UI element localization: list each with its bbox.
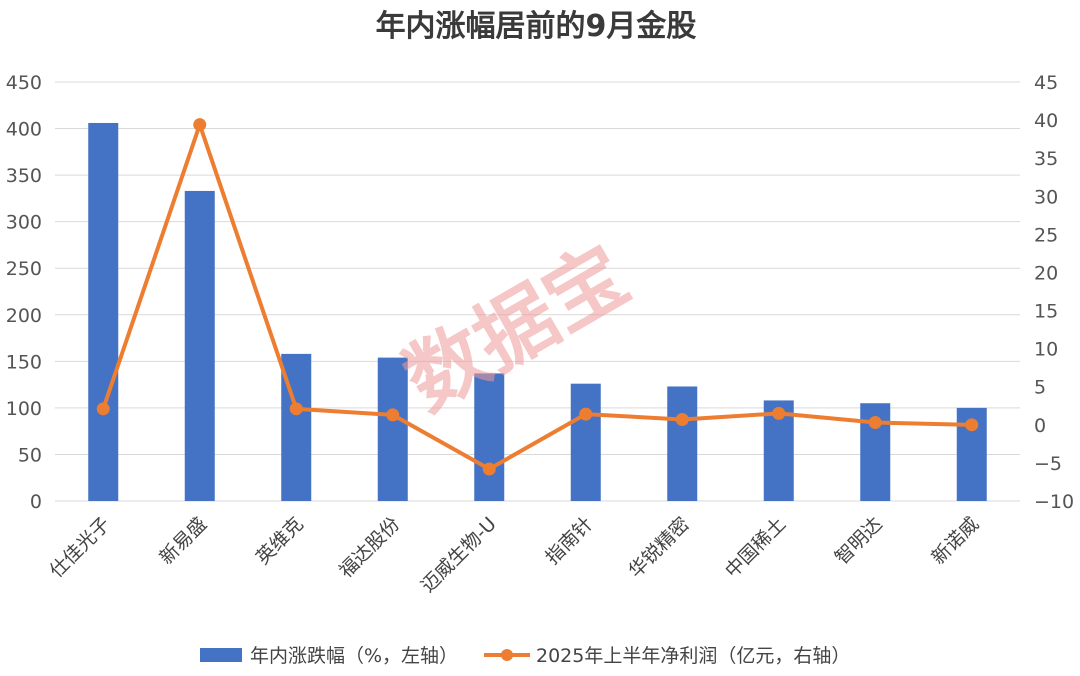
bar bbox=[377, 357, 408, 501]
right-tick-label: 45 bbox=[1034, 72, 1058, 94]
right-tick-label: −10 bbox=[1034, 491, 1074, 513]
left-tick-label: 450 bbox=[6, 72, 42, 94]
line-point bbox=[965, 418, 979, 432]
legend: 年内涨跌幅（%，左轴） 2025年上半年净利润（亿元，右轴） bbox=[200, 645, 850, 667]
right-tick-label: 0 bbox=[1034, 415, 1046, 437]
left-tick-label: 200 bbox=[6, 305, 42, 327]
legend-line-label: 2025年上半年净利润（亿元，右轴） bbox=[536, 645, 850, 667]
bar-series bbox=[88, 122, 987, 502]
bar bbox=[570, 383, 601, 501]
right-tick-label: 30 bbox=[1034, 186, 1058, 208]
left-tick-label: 50 bbox=[18, 444, 42, 466]
left-tick-label: 350 bbox=[6, 165, 42, 187]
category-label: 中国稀土 bbox=[721, 513, 790, 582]
right-tick-label: 20 bbox=[1034, 262, 1058, 284]
left-tick-label: 250 bbox=[6, 258, 42, 280]
watermark: 数据宝 bbox=[389, 228, 643, 429]
bar bbox=[184, 190, 215, 501]
category-label: 新易盛 bbox=[155, 513, 211, 569]
right-tick-label: −5 bbox=[1034, 453, 1062, 475]
legend-line-marker bbox=[501, 649, 513, 661]
left-axis-ticks: 0 50 100 150 200 250 300 350 400 450 bbox=[6, 72, 42, 513]
line-point bbox=[675, 412, 689, 426]
right-tick-label: 5 bbox=[1034, 377, 1046, 399]
legend-bar-label: 年内涨跌幅（%，左轴） bbox=[250, 645, 458, 667]
category-label: 华锐精密 bbox=[624, 513, 693, 582]
category-label: 指南针 bbox=[541, 513, 597, 569]
net-profit-line bbox=[101, 122, 972, 472]
left-tick-label: 100 bbox=[6, 398, 42, 420]
chart-title: 年内涨幅居前的9月金股 bbox=[376, 9, 697, 44]
category-labels: 仕佳光子 新易盛 英维克 福达股份 迈威生物-U 指南针 华锐精密 中国稀土 智明达 新诺威 bbox=[45, 513, 983, 597]
legend-bar-swatch bbox=[200, 648, 242, 662]
bar bbox=[88, 122, 119, 502]
bar bbox=[474, 373, 505, 501]
right-tick-label: 35 bbox=[1034, 148, 1058, 170]
right-tick-label: 15 bbox=[1034, 301, 1058, 323]
category-label: 智明达 bbox=[831, 513, 887, 569]
right-tick-label: 25 bbox=[1034, 224, 1058, 246]
watermark-text: 数据宝 bbox=[389, 228, 643, 429]
line-point bbox=[96, 402, 110, 416]
right-tick-label: 40 bbox=[1034, 110, 1058, 132]
left-tick-label: 150 bbox=[6, 351, 42, 373]
category-label: 福达股份 bbox=[335, 513, 404, 582]
line-point bbox=[579, 407, 593, 421]
category-label: 英维克 bbox=[252, 513, 308, 569]
line-point bbox=[289, 402, 303, 416]
line-point bbox=[772, 406, 786, 420]
category-label: 迈威生物-U bbox=[417, 513, 501, 597]
line-point bbox=[482, 462, 496, 476]
line-series bbox=[96, 118, 979, 476]
line-point bbox=[193, 118, 207, 132]
line-point bbox=[386, 408, 400, 422]
right-axis-ticks: −10 −5 0 5 10 15 20 25 30 35 40 45 bbox=[1034, 72, 1074, 513]
gridlines bbox=[55, 81, 1020, 502]
category-label: 新诺威 bbox=[927, 513, 983, 569]
left-tick-label: 0 bbox=[30, 491, 42, 513]
left-tick-label: 300 bbox=[6, 212, 42, 234]
bar bbox=[667, 386, 698, 501]
category-label: 仕佳光子 bbox=[45, 513, 114, 582]
right-tick-label: 10 bbox=[1034, 339, 1058, 361]
left-tick-label: 400 bbox=[6, 119, 42, 141]
line-point bbox=[868, 416, 882, 430]
